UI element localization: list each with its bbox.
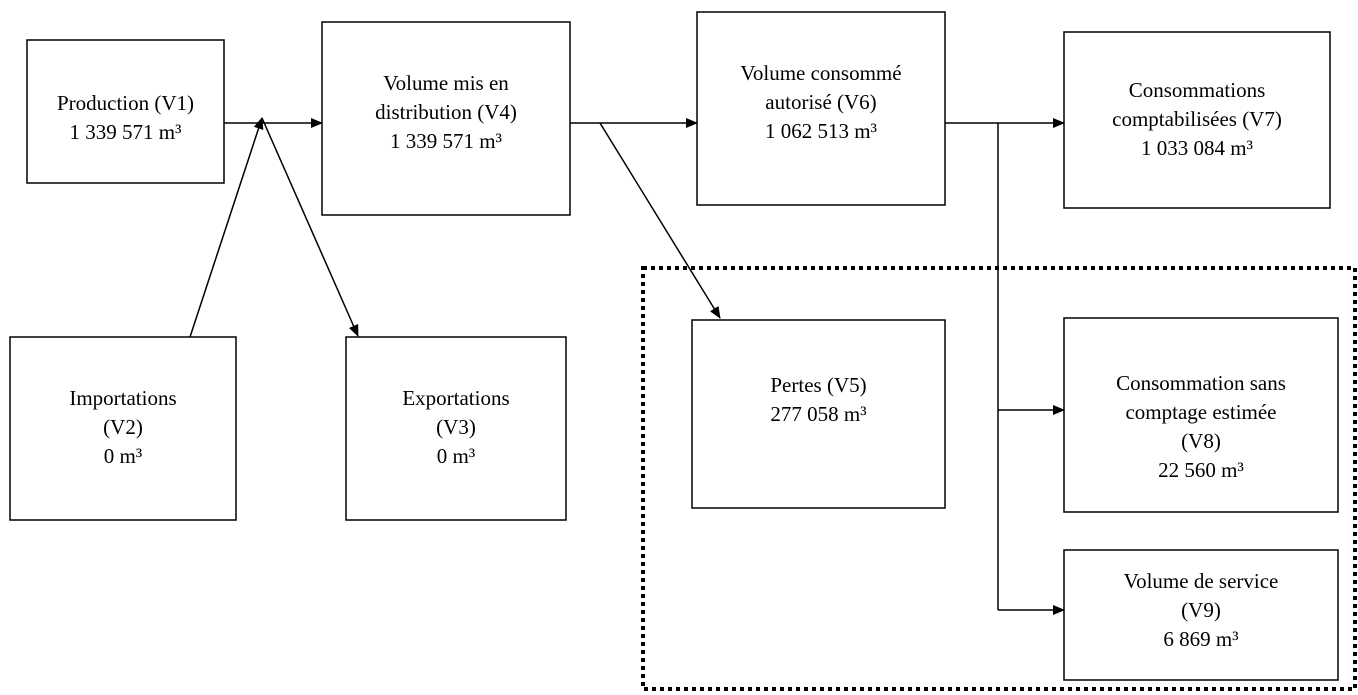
arrows	[189, 117, 1065, 615]
node-box	[1063, 317, 1339, 513]
node-box	[26, 39, 225, 184]
node-label: Pertes (V5)	[770, 373, 866, 397]
node-label: comptabilisées (V7)	[1112, 107, 1282, 131]
node-label: comptage estimée	[1125, 400, 1276, 424]
node-label: Consommation sans	[1116, 371, 1286, 395]
node-value: 6 869 m³	[1163, 627, 1238, 651]
node-label: Consommations	[1129, 78, 1266, 102]
node-box	[1063, 31, 1331, 209]
node-label: Volume de service	[1124, 569, 1279, 593]
node-value: 1 339 571 m³	[70, 120, 182, 144]
node-box	[691, 319, 946, 509]
node-label: Production (V1)	[57, 91, 194, 115]
losses-zone	[641, 266, 1357, 691]
node-value: 1 339 571 m³	[390, 129, 502, 153]
node-value: 0 m³	[437, 444, 475, 468]
node-label: (V9)	[1181, 598, 1221, 622]
node-value: 0 m³	[104, 444, 142, 468]
node-label: distribution (V4)	[375, 100, 517, 124]
node-label: (V3)	[436, 415, 476, 439]
node-box	[9, 336, 237, 521]
node-label: Exportations	[402, 386, 509, 410]
node-label: (V8)	[1181, 429, 1221, 453]
node-box	[321, 21, 571, 216]
node-label: Volume consommé	[740, 61, 901, 85]
node-label: (V2)	[103, 415, 143, 439]
node-label: autorisé (V6)	[765, 90, 876, 114]
node-value: 1 062 513 m³	[765, 119, 877, 143]
node-value: 1 033 084 m³	[1141, 136, 1253, 160]
node-label: Volume mis en	[383, 71, 509, 95]
node-value: 277 058 m³	[770, 402, 866, 426]
node-box	[696, 11, 946, 206]
node-label: Importations	[69, 386, 176, 410]
node-box	[345, 336, 567, 521]
node-value: 22 560 m³	[1158, 458, 1244, 482]
node-box	[1063, 549, 1339, 681]
